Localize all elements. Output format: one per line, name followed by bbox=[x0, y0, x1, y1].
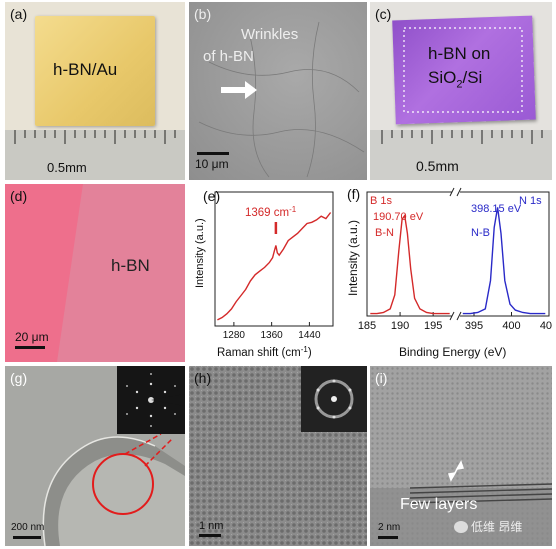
xps-left-region: B 1s bbox=[370, 195, 393, 207]
xps-right-region: N 1s bbox=[519, 195, 542, 207]
scale-label-b: 10 μm bbox=[195, 157, 229, 171]
scale-label-g: 200 nm bbox=[11, 522, 45, 533]
ruler-ticks-c bbox=[381, 130, 543, 144]
raman-series-line bbox=[217, 212, 332, 321]
panel-label-h: (h) bbox=[194, 370, 212, 386]
xps-chart: 185 190 195 395 400 405 B 1s N 1s 190.70 eV B… bbox=[346, 187, 552, 359]
xps-ylabel: Intensity (a.u.) bbox=[346, 220, 360, 296]
wechat-icon bbox=[454, 520, 468, 533]
xps-n1s-line bbox=[462, 207, 546, 315]
xps-left-peak-bond: B-N bbox=[375, 227, 394, 239]
ruler-c bbox=[370, 130, 552, 180]
xps-right-xtick-label-0: 395 bbox=[465, 320, 483, 332]
tem-film bbox=[42, 433, 185, 546]
scale-bar-b bbox=[197, 152, 229, 155]
panel-label-a: (a) bbox=[10, 6, 28, 22]
few-layers-annotation: Few layers bbox=[400, 496, 478, 513]
scale-bar-i bbox=[378, 536, 398, 539]
panel-a: h-BN/Au 0.5mm (a) bbox=[5, 2, 185, 180]
watermark-text: 低维 昂维 bbox=[471, 520, 523, 534]
panel-b: Wrinkles of h-BN 10 μm (b) bbox=[189, 2, 367, 180]
sample-label-c2-prefix: SiO bbox=[428, 68, 457, 87]
fft-pattern bbox=[314, 379, 354, 419]
panel-label-b: (b) bbox=[194, 6, 212, 22]
scale-label-i: 2 nm bbox=[378, 522, 401, 533]
sample-label-c2-sub: 2 bbox=[456, 78, 463, 91]
panel-label-f: (f) bbox=[347, 186, 361, 202]
panel-i: Few layers 2 nm (i) 低维 昂维 bbox=[370, 366, 552, 546]
watermark: 低维 昂维 bbox=[454, 518, 522, 535]
panel-g: 200 nm (g) bbox=[5, 366, 185, 546]
xps-left-xtick-label-1: 190 bbox=[391, 320, 409, 332]
sample-label-d: h-BN bbox=[111, 256, 150, 275]
xps-left-xtick-label-2: 195 bbox=[424, 320, 442, 332]
scale-label-h: 1 nm bbox=[199, 520, 224, 532]
axis-break-icon bbox=[449, 187, 462, 321]
xps-right-peak-bond: N-B bbox=[471, 227, 490, 239]
scale-label-c: 0.5mm bbox=[416, 158, 459, 174]
panel-d: h-BN 20 μm (d) bbox=[5, 184, 185, 362]
layer-arrow-icon bbox=[448, 460, 464, 482]
raman-plot-frame bbox=[214, 191, 334, 327]
ruler-ticks-a bbox=[14, 130, 176, 144]
raman-peak-label: 1369 cm-1 bbox=[245, 205, 297, 219]
xps-b1s-line bbox=[370, 213, 450, 315]
panel-label-i: (i) bbox=[375, 370, 388, 386]
raman-xlabel: Raman shift (cm-1) bbox=[217, 345, 312, 359]
wrinkle-lines bbox=[198, 21, 365, 178]
raman-xtick-label-0: 1280 bbox=[223, 330, 246, 341]
panel-f: 185 190 195 395 400 405 B 1s N 1s 190.70 eV B… bbox=[341, 184, 552, 362]
sample-label-c1: h-BN on bbox=[428, 44, 491, 63]
xps-right-xtick-label-2: 405 bbox=[540, 320, 552, 332]
selected-area-circle bbox=[92, 453, 154, 515]
layer-image bbox=[370, 366, 552, 546]
panel-label-g: (g) bbox=[10, 370, 28, 386]
wrinkle-annotation-2: of h-BN bbox=[203, 48, 254, 65]
xps-left-peak-value: 190.70 eV bbox=[373, 211, 424, 223]
raman-xtick-label-2: 1440 bbox=[298, 330, 321, 341]
xps-left-xtick-label-0: 185 bbox=[358, 320, 376, 332]
xps-right-peak-value: 398.15 eV bbox=[471, 203, 522, 215]
panel-label-e: (e) bbox=[203, 188, 221, 204]
sample-label-a: h-BN/Au bbox=[53, 60, 118, 79]
xps-xlabel: Binding Energy (eV) bbox=[399, 345, 506, 359]
panel-e: 1280 1360 1440 1369 cm-1 Intensity (a.u.) … bbox=[189, 184, 339, 362]
arrow-right-icon bbox=[221, 81, 257, 99]
panel-label-d: (d) bbox=[10, 188, 28, 204]
panel-h: 1 nm (h) bbox=[189, 366, 367, 546]
sample-label-c2-suffix: /Si bbox=[462, 68, 483, 87]
diffraction-pattern bbox=[126, 373, 185, 427]
scale-bar-h bbox=[199, 534, 221, 537]
wrinkle-annotation-1: Wrinkles bbox=[241, 26, 299, 43]
xps-right-xtick-label-1: 400 bbox=[502, 320, 520, 332]
film-border bbox=[403, 27, 523, 113]
ruler-a bbox=[5, 130, 185, 180]
raman-xtick-label-1: 1360 bbox=[261, 330, 284, 341]
panel-label-c: (c) bbox=[375, 6, 392, 22]
scale-bar-g bbox=[13, 536, 41, 539]
scale-label-a: 0.5mm bbox=[47, 160, 87, 175]
sample-label-c2: SiO2/Si bbox=[428, 68, 482, 90]
saed-inset bbox=[117, 366, 185, 434]
fft-inset bbox=[301, 366, 367, 432]
panel-c: h-BN on SiO2/Si 0.5mm (c) bbox=[370, 2, 552, 180]
raman-ylabel: Intensity (a.u.) bbox=[194, 218, 206, 288]
raman-chart: 1280 1360 1440 1369 cm-1 Intensity (a.u.) … bbox=[194, 191, 334, 359]
scale-bar-d bbox=[15, 346, 45, 349]
au-foil bbox=[35, 16, 155, 126]
scale-label-d: 20 μm bbox=[15, 330, 49, 344]
